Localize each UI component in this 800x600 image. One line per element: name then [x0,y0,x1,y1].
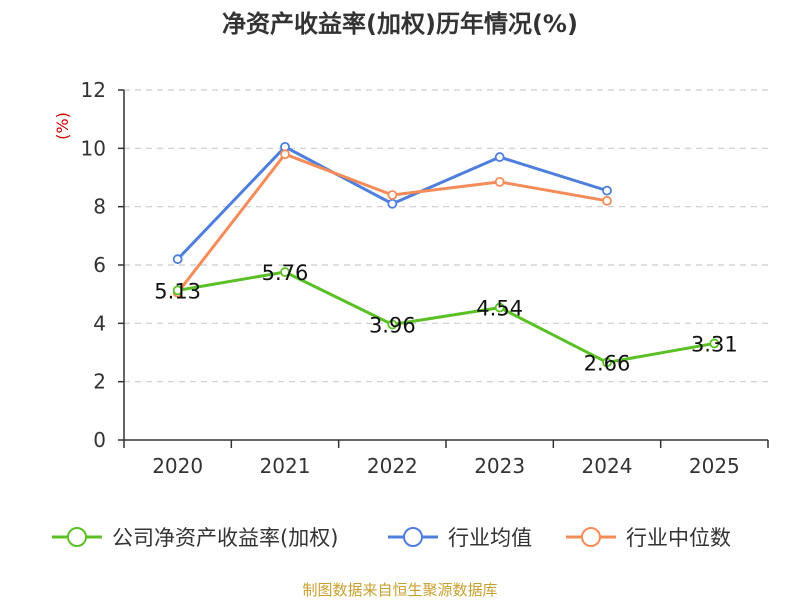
data-labels: 5.13 5.76 3.96 4.54 2.66 3.31 [154,261,737,375]
legend-marker [581,527,601,547]
x-tick-label: 2025 [689,454,740,478]
series-line-2 [176,152,608,294]
data-point-0 [709,338,720,349]
y-tick-label: 2 [93,370,106,394]
legend-item: 行业均值 [388,526,532,550]
data-label: 5.76 [262,261,309,285]
legend: 公司净资产收益率(加权) 行业均值 行业中位数 [52,526,731,550]
data-point-0 [602,357,612,368]
data-point-0 [387,319,398,330]
legend-label: 行业均值 [448,526,532,550]
data-label: 4.54 [476,297,523,321]
data-point-1 [387,198,398,209]
legend-label: 行业中位数 [626,526,731,550]
data-point-2 [280,149,290,160]
data-point-0 [494,302,505,313]
data-label: 2.66 [584,351,631,375]
data-point-1 [172,254,183,265]
chart-title: 净资产收益率(加权)历年情况(%) [222,10,578,38]
y-tick-label: 8 [93,195,106,219]
x-tick-label: 2024 [582,454,633,478]
data-label: 3.96 [369,314,416,338]
data-point-2 [494,176,505,187]
legend-marker [403,527,423,547]
y-axis-unit-label: (%) [53,112,72,140]
y-tick-label: 0 [93,428,106,452]
y-tick-label: 4 [93,311,106,335]
data-point-2 [387,190,398,200]
legend-item: 行业中位数 [566,526,731,550]
legend-marker [67,527,87,547]
data-label: 5.13 [154,279,201,303]
x-tick-label: 2022 [367,454,418,478]
data-point-1 [602,185,612,196]
data-point-0 [172,285,183,296]
series-lines [172,141,720,368]
x-tick-label: 2021 [260,454,311,478]
y-tick-label: 10 [81,136,106,160]
y-tick-label: 12 [81,78,106,102]
x-tick-label: 2020 [152,454,203,478]
legend-item: 公司净资产收益率(加权) [52,526,338,550]
axes: 0 2 4 6 8 10 12 2020 2021 2022 2023 2024 2025 [81,78,769,478]
data-point-0 [280,267,290,277]
data-label: 3.31 [691,332,738,356]
data-point-2 [602,195,612,206]
legend-label: 公司净资产收益率(加权) [112,526,338,550]
source-note: 制图数据来自恒生聚源数据库 [302,581,497,599]
y-tick-label: 6 [93,253,106,277]
x-tick-label: 2023 [474,454,525,478]
gridlines [124,89,768,383]
data-point-1 [494,152,505,162]
series-line-0 [177,270,715,364]
